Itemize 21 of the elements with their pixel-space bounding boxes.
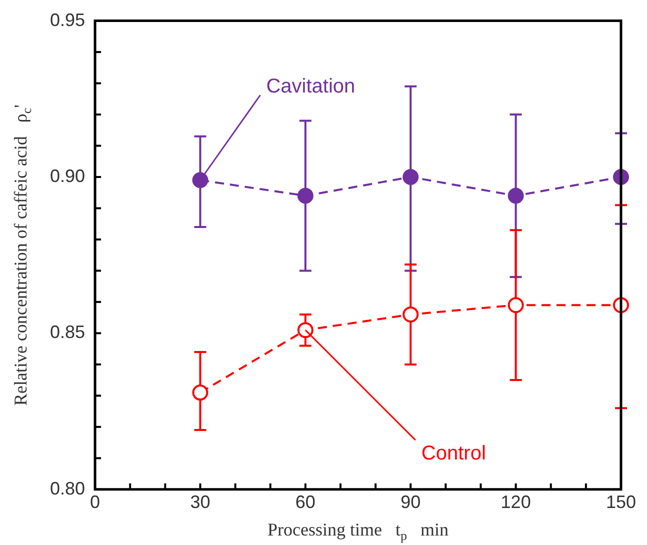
point bbox=[192, 384, 208, 401]
y-tick-label: 0.85 bbox=[50, 322, 86, 342]
point bbox=[508, 297, 524, 314]
point bbox=[508, 188, 524, 204]
y-axis-title: Relative concentration of caffeic acid ρc' bbox=[10, 104, 34, 406]
point bbox=[402, 169, 419, 185]
y-tick-label: 0.95 bbox=[50, 10, 86, 30]
text: Control bbox=[421, 442, 486, 465]
point bbox=[297, 322, 314, 338]
x-tick-label: 90 bbox=[400, 492, 421, 512]
y-tick-label: 0.90 bbox=[50, 166, 86, 186]
x-tick-label: 150 bbox=[606, 492, 636, 512]
point bbox=[297, 188, 314, 204]
x-tick-label: 0 bbox=[90, 492, 100, 512]
x-tick-label: 30 bbox=[190, 492, 210, 512]
x-tick-label: 60 bbox=[295, 492, 316, 512]
x-tick-label: 120 bbox=[500, 492, 531, 512]
text: Cavitation bbox=[266, 76, 356, 98]
y-tick-label: 0.80 bbox=[50, 478, 86, 498]
point bbox=[192, 172, 208, 188]
point bbox=[402, 306, 419, 322]
